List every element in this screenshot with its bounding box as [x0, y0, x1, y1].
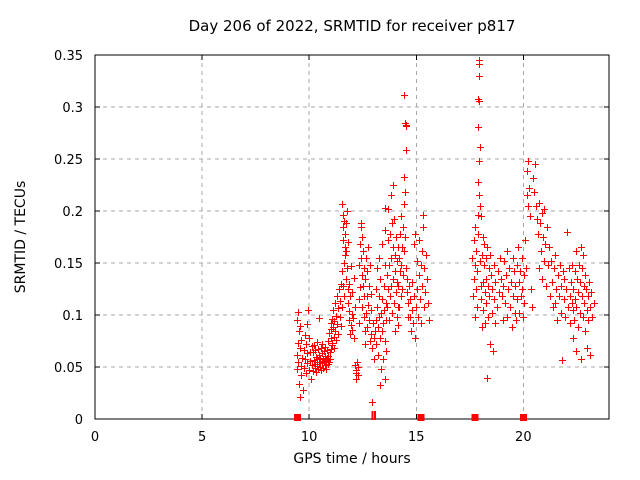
y-tick-label: 0.1 [62, 309, 83, 324]
y-tick-label: 0 [75, 413, 83, 428]
x-axis-label: GPS time / hours [293, 451, 411, 467]
x-tick-label: 10 [301, 430, 318, 445]
axis-square-marker [417, 414, 425, 421]
x-tick-label: 20 [515, 430, 532, 445]
y-tick-label: 0.35 [54, 49, 83, 64]
plot-frame [94, 54, 610, 420]
scatter-points [294, 57, 598, 406]
chart-title: Day 206 of 2022, SRMTID for receiver p81… [188, 17, 516, 35]
axis-bar-marker [371, 411, 374, 420]
y-tick-label: 0.25 [54, 153, 83, 168]
x-tick-label: 5 [198, 430, 206, 445]
y-tick-label: 0.05 [54, 361, 83, 376]
x-tick-label: 0 [91, 430, 99, 445]
axis-square-marker [471, 414, 479, 421]
axis-square-marker [519, 414, 527, 421]
y-tick-label: 0.2 [62, 205, 83, 220]
axis-square-marker [293, 414, 301, 421]
y-tick-label: 0.3 [62, 101, 83, 116]
y-tick-label: 0.15 [54, 257, 83, 272]
axis-bar-marker [374, 411, 377, 420]
x-tick-label: 15 [408, 430, 425, 445]
